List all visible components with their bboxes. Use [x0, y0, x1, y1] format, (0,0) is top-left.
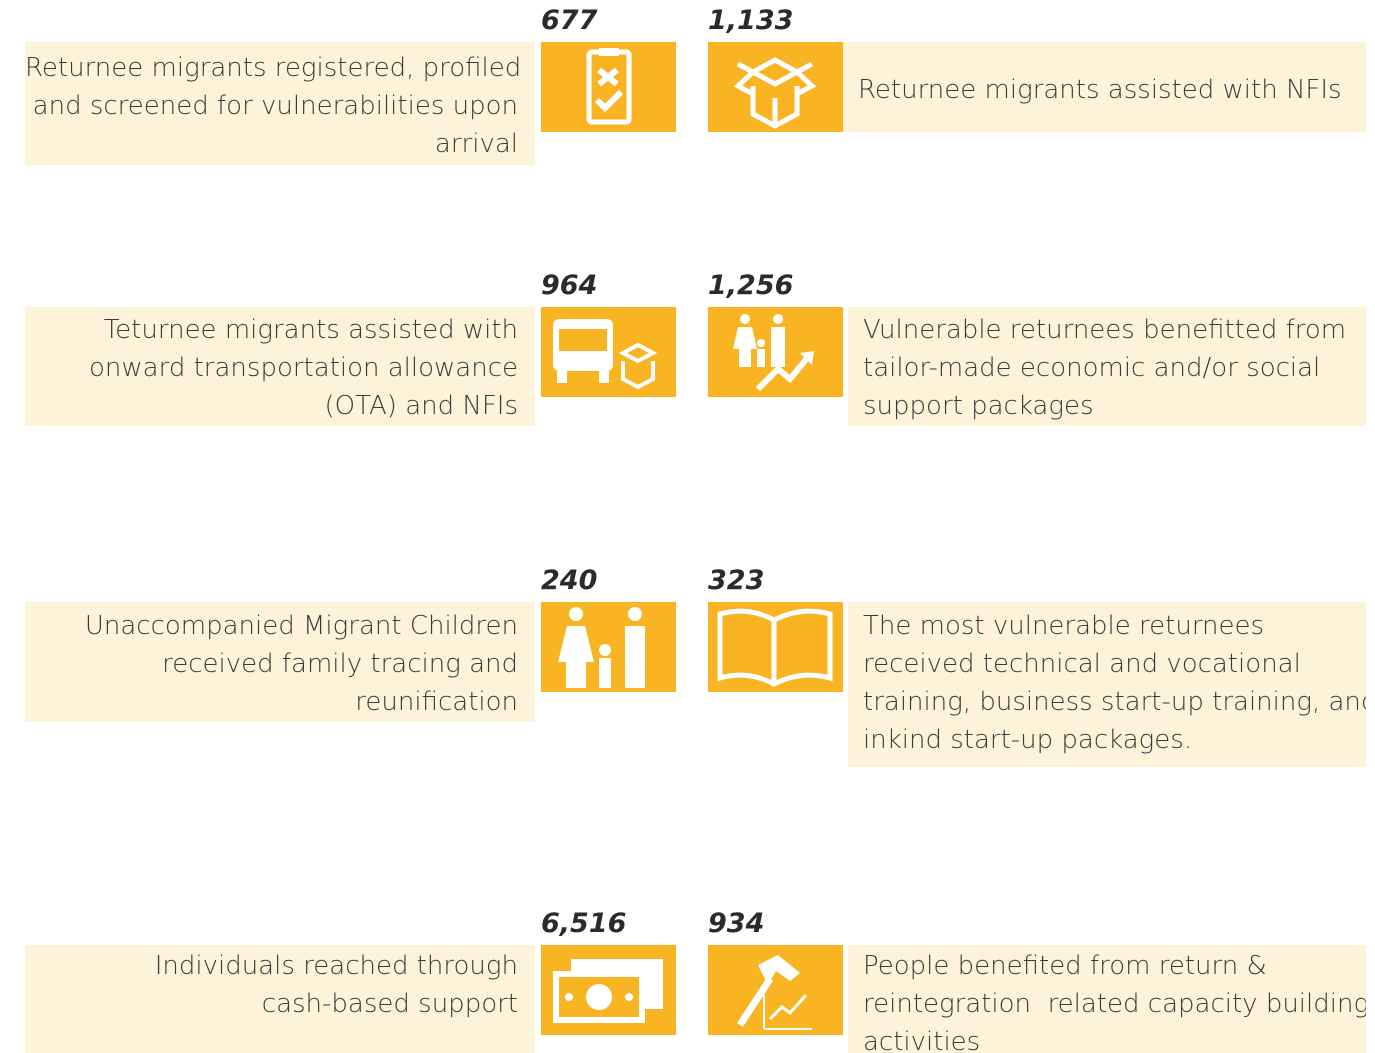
description-line: Vulnerable returnees benefitted from — [863, 315, 1347, 345]
description-line: arrival — [434, 129, 518, 159]
description-line: The most vulnerable returnees — [863, 611, 1265, 641]
stat-icon — [541, 945, 676, 1035]
stat-description: The most vulnerable returnees received te… — [848, 602, 1366, 767]
icon-graphic — [733, 57, 817, 129]
description-line: support packages — [863, 391, 1094, 421]
description-line: Returnee migrants registered, profiled — [25, 53, 522, 83]
stat-icon — [708, 945, 843, 1035]
description-line: (OTA) and NFIs — [324, 391, 518, 421]
description-line: received technical and vocational — [863, 649, 1301, 679]
stat-icon — [541, 42, 676, 132]
icon-graphic — [737, 955, 812, 1030]
description-line: activities — [863, 1027, 981, 1053]
description-line: received family tracing and — [162, 649, 518, 679]
description-line: Returnee migrants assisted with NFIs — [858, 75, 1342, 105]
stat-number: 6,516 — [541, 908, 627, 939]
stat-icon — [708, 42, 843, 132]
stat-number: 323 — [708, 565, 765, 596]
description-line: reintegration related capacity building — [863, 989, 1366, 1019]
stat-icon — [708, 602, 843, 692]
stat-description: Vulnerable returnees benefitted from tail… — [848, 307, 1366, 426]
stat-description: Unaccompanied Migrant Children received f… — [25, 602, 535, 722]
icon-graphic — [733, 314, 814, 392]
description-line: Teturnee migrants assisted with — [103, 315, 518, 345]
description-line: onward transportation allowance — [89, 353, 518, 383]
description-line: training, business start-up training, an… — [863, 687, 1366, 717]
icon-graphic — [553, 959, 663, 1023]
icon-graphic — [717, 608, 833, 687]
description-line: cash-based support — [261, 989, 518, 1019]
description-line: People benefited from return & — [863, 951, 1267, 981]
description-line: tailor-made economic and/or social — [863, 353, 1321, 383]
stat-icon — [541, 602, 676, 692]
description-line: Unaccompanied Migrant Children — [84, 611, 518, 641]
description-line: and screened for vulnerabilities upon — [32, 91, 518, 121]
icon-graphic — [586, 48, 632, 125]
stat-number: 677 — [541, 5, 598, 36]
stat-description: Returnee migrants assisted with NFIs — [843, 42, 1366, 132]
stat-description: Individuals reached through cash-based su… — [25, 945, 535, 1053]
description-line: Individuals reached through — [154, 951, 518, 981]
stat-description: Teturnee migrants assisted with onward tr… — [25, 307, 535, 426]
stat-number: 240 — [541, 565, 598, 596]
stat-description: People benefited from return & reintegrat… — [848, 945, 1366, 1053]
stat-icon — [541, 307, 676, 397]
stat-number: 934 — [708, 908, 765, 939]
stat-icon — [708, 307, 843, 397]
icon-graphic — [553, 319, 658, 390]
description-line: inkind start-up packages. — [863, 725, 1193, 755]
stat-number: 964 — [541, 270, 598, 301]
stat-number: 1,133 — [708, 5, 794, 36]
description-line: reunification — [355, 687, 518, 717]
stat-description: Returnee migrants registered, profiled an… — [25, 42, 535, 165]
icon-graphic — [558, 607, 645, 688]
stat-number: 1,256 — [708, 270, 794, 301]
